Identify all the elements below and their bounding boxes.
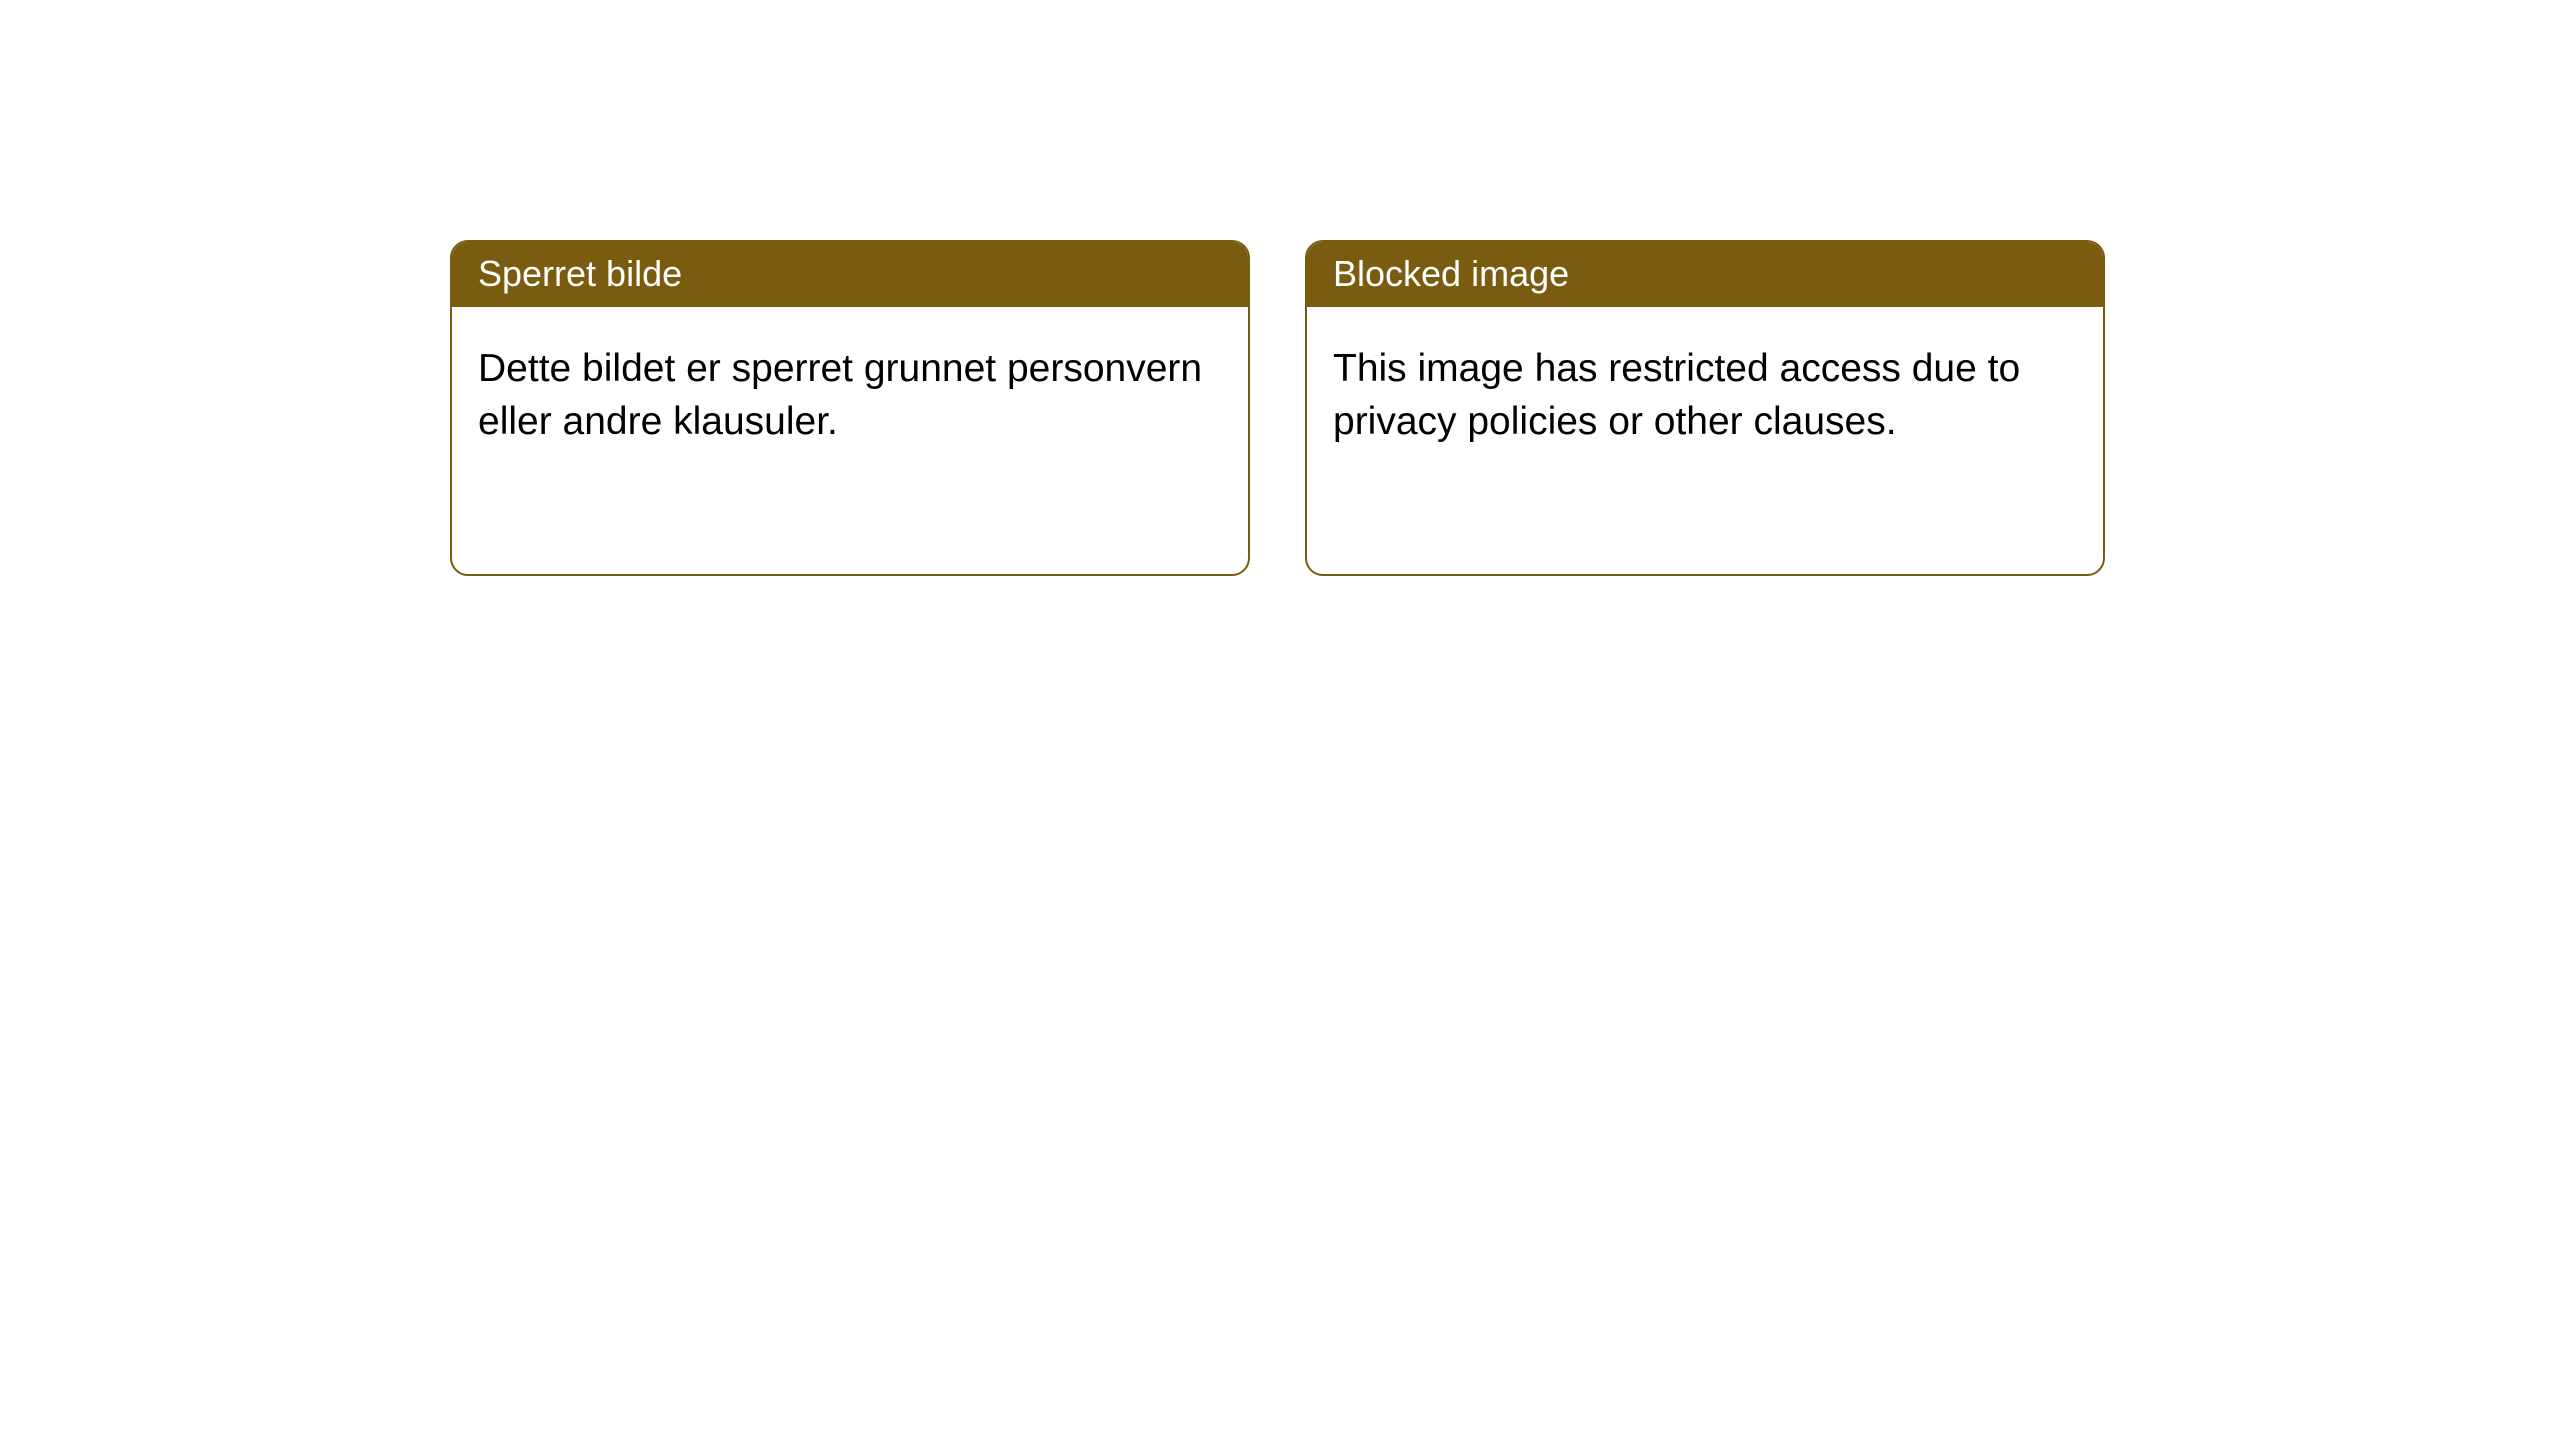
notice-body-no: Dette bildet er sperret grunnet personve… xyxy=(452,307,1248,474)
notice-body-en: This image has restricted access due to … xyxy=(1307,307,2103,474)
notice-header-en: Blocked image xyxy=(1307,242,2103,307)
notice-container: Sperret bilde Dette bildet er sperret gr… xyxy=(450,240,2105,576)
notice-header-no: Sperret bilde xyxy=(452,242,1248,307)
notice-card-no: Sperret bilde Dette bildet er sperret gr… xyxy=(450,240,1250,576)
notice-card-en: Blocked image This image has restricted … xyxy=(1305,240,2105,576)
